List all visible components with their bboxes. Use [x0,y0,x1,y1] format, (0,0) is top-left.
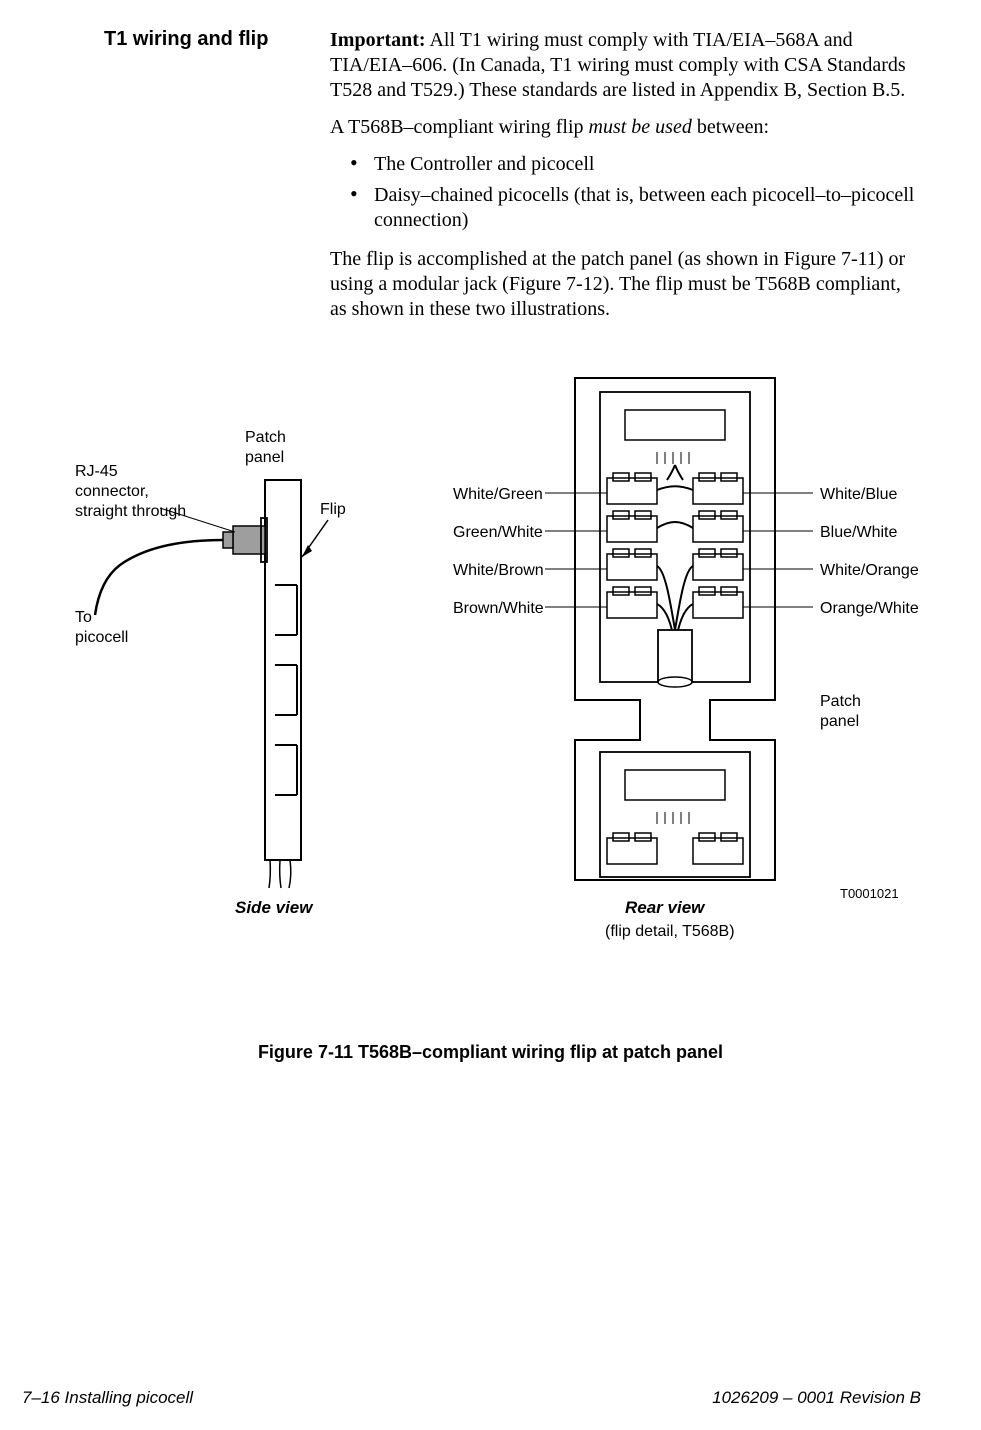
side-view-diagram [65,410,405,890]
wire-label-wg: White/Green [453,485,543,505]
label-important: Important: [330,29,426,51]
label-flip-detail: (flip detail, T568B) [605,923,735,941]
wire-label-wb: White/Brown [453,561,544,581]
para-important: Important: All T1 wiring must comply wit… [330,28,920,103]
bullet1: The Controller and picocell [350,152,920,177]
para2-post: between: [692,116,769,138]
para-compliant: A T568B–compliant wiring flip must be us… [330,115,920,140]
section-heading: T1 wiring and flip [104,28,268,51]
footer-left: 7–16 Installing picocell [22,1388,193,1408]
bullet-list: The Controller and picocell Daisy–chaine… [350,152,920,233]
label-rear-view: Rear view [625,898,704,918]
para-flip: The flip is accomplished at the patch pa… [330,247,920,322]
figure-area: RJ-45 connector, straight through Patch … [65,370,920,990]
rear-view-diagram [545,370,905,890]
page-footer: 7–16 Installing picocell 1026209 – 0001 … [22,1388,921,1408]
wire-label-bw: Brown/White [453,599,544,619]
body-text-column: Important: All T1 wiring must comply wit… [330,28,920,334]
bullet2: Daisy–chained picocells (that is, betwee… [350,183,920,233]
para2-em: must be used [589,116,692,138]
label-side-view: Side view [235,898,312,918]
footer-right: 1026209 – 0001 Revision B [712,1388,921,1408]
figure-caption: Figure 7-11 T568B–compliant wiring flip … [0,1042,981,1063]
para2-pre: A T568B–compliant wiring flip [330,116,589,138]
wire-label-gw: Green/White [453,523,543,543]
image-id: T0001021 [840,886,899,901]
